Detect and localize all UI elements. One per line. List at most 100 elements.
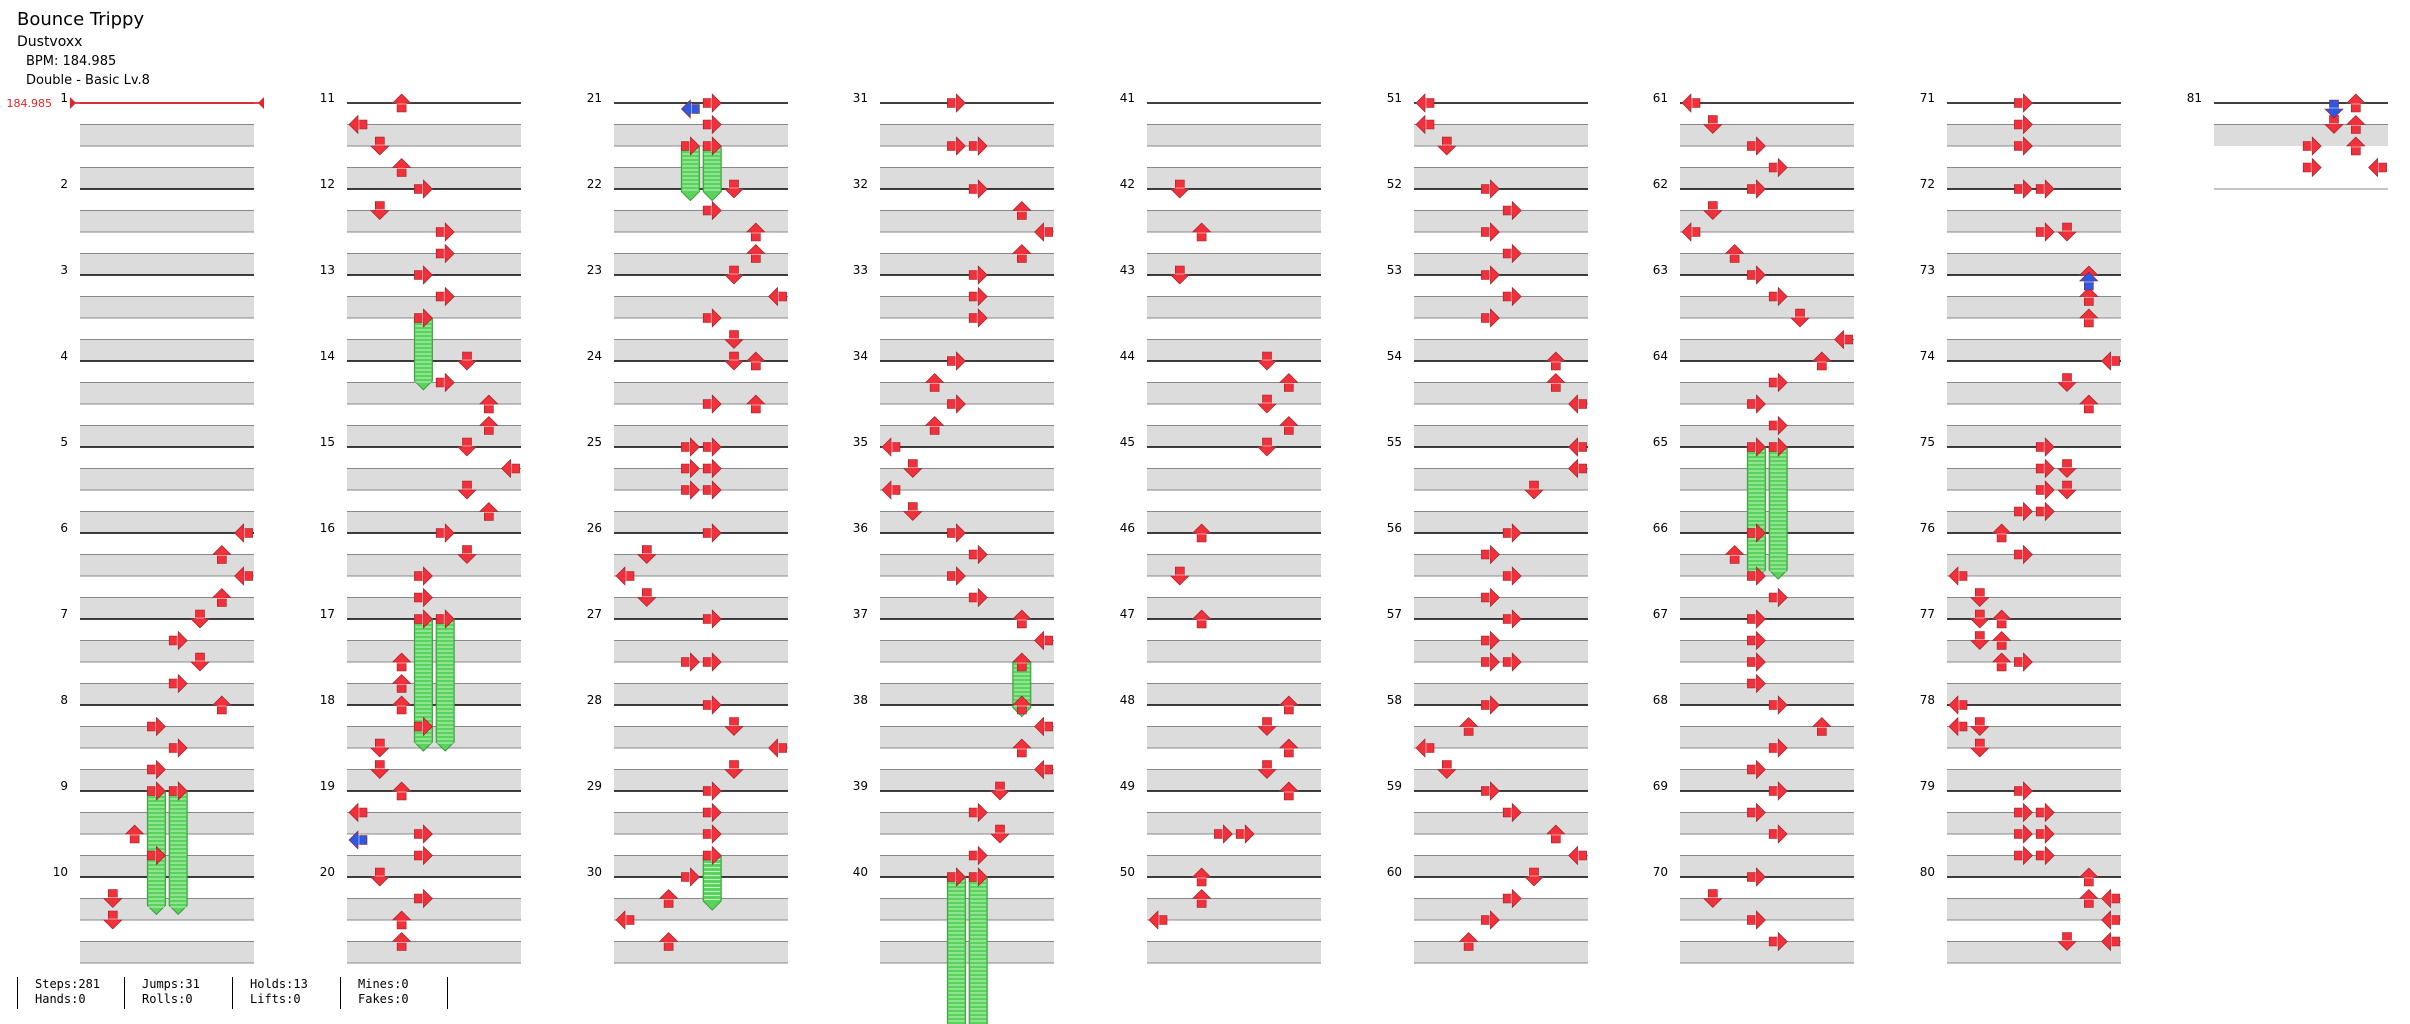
- measure-69: 69: [1653, 779, 1854, 878]
- arrow-shape: [457, 351, 477, 371]
- beat-band: [80, 167, 254, 189]
- arrow-up-icon: [2079, 889, 2099, 908]
- arrow-shape: [1747, 523, 1766, 543]
- arrow-shape: [1481, 652, 1500, 672]
- beat-band: [1680, 812, 1854, 834]
- arrow-shape: [212, 545, 232, 564]
- beat-band: [614, 898, 788, 920]
- beat-band: [1414, 382, 1588, 404]
- holds: [146, 145, 1788, 1024]
- arrow-down-icon: [1703, 201, 1723, 220]
- beat-band: [614, 468, 788, 490]
- measure-60: 60: [1387, 865, 1588, 964]
- arrow-shape: [1502, 243, 1522, 264]
- arrow-shape: [1034, 222, 1053, 242]
- arrow-right-icon: [681, 867, 700, 887]
- arrow-shape: [1768, 286, 1788, 307]
- arrow-shape: [414, 587, 433, 608]
- arrow-shape: [947, 523, 966, 543]
- arrow-shape: [2079, 889, 2099, 908]
- arrow-up-icon: [479, 416, 499, 435]
- beat-band: [347, 511, 521, 533]
- beat-band: [80, 726, 254, 748]
- arrow-shape: [2079, 867, 2099, 887]
- arrow-shape: [457, 480, 477, 500]
- arrow-right-icon: [947, 136, 966, 156]
- arrow-down-icon: [1437, 760, 1457, 779]
- measure-1: 1: [60, 91, 254, 190]
- beat-band: [614, 941, 788, 963]
- beat-band: [347, 597, 521, 619]
- arrow-right-icon: [1747, 136, 1766, 156]
- arrow-down-icon: [1703, 115, 1723, 134]
- arrow-left-icon: [615, 566, 635, 586]
- arrow-down-icon: [190, 609, 210, 629]
- arrow-shape: [2346, 93, 2366, 113]
- arrow-shape: [2079, 271, 2099, 291]
- arrow-shape: [2101, 910, 2120, 930]
- blue-arrow-down-icon: [2324, 99, 2344, 119]
- arrow-shape: [724, 351, 744, 371]
- beat-band: [1414, 898, 1588, 920]
- arrow-shape: [1481, 222, 1500, 242]
- arrow-shape: [1768, 781, 1788, 801]
- beat-band: [1947, 382, 2121, 404]
- beat-band: [1414, 554, 1588, 576]
- arrow-shape: [1170, 265, 1190, 285]
- measure-70: 70: [1653, 865, 1854, 964]
- measure-number: 77: [1920, 607, 1935, 621]
- arrow-up-icon: [746, 394, 766, 414]
- arrow-shape: [1768, 437, 1788, 457]
- arrow-down-icon: [1524, 867, 1544, 887]
- arrow-right-icon: [681, 136, 700, 156]
- measure-number: 20: [320, 865, 335, 879]
- arrow-up-icon: [1191, 609, 1212, 629]
- arrow-right-icon: [1768, 415, 1788, 436]
- arrow-shape: [1768, 587, 1788, 608]
- beat-band: [1414, 468, 1588, 490]
- arrow-shape: [968, 845, 988, 866]
- arrow-right-icon: [1502, 286, 1522, 307]
- arrow-right-icon: [1747, 609, 1766, 629]
- measure-number: 6: [60, 521, 68, 535]
- arrow-right-icon: [968, 867, 988, 887]
- stat-value: Fakes:0: [358, 992, 409, 1006]
- beat-band: [1147, 339, 1321, 361]
- notes: [103, 93, 2387, 952]
- measure-number: 48: [1120, 693, 1135, 707]
- beat-band: [614, 726, 788, 748]
- arrow-right-icon: [1747, 437, 1766, 457]
- measure-40: 40: [853, 865, 1054, 964]
- arrow-up-icon: [1012, 652, 1032, 672]
- arrow-shape: [1681, 93, 1701, 113]
- arrow-right-icon: [2035, 824, 2055, 844]
- arrow-shape: [1568, 394, 1587, 414]
- arrow-shape: [2035, 824, 2055, 844]
- arrow-right-icon: [1768, 587, 1788, 608]
- arrow-shape: [990, 824, 1010, 844]
- measure-number: 51: [1387, 91, 1402, 105]
- difficulty-info: Double - Basic Lv.8: [26, 73, 150, 88]
- measure-number: 28: [587, 693, 602, 707]
- arrow-right-icon: [1481, 695, 1500, 715]
- beat-band: [347, 382, 521, 404]
- beat-band: [614, 769, 788, 791]
- arrow-up-icon: [1191, 867, 1212, 887]
- arrow-right-icon: [1502, 609, 1522, 629]
- arrow-left-icon: [1034, 630, 1053, 651]
- arrow-shape: [702, 781, 722, 801]
- arrow-right-icon: [702, 523, 722, 543]
- arrow-shape: [1948, 716, 1968, 737]
- measure-number: 18: [320, 693, 335, 707]
- measure-number: 52: [1387, 177, 1402, 191]
- arrow-shape: [147, 759, 166, 780]
- measure-71: 71: [1920, 91, 2121, 190]
- arrow-right-icon: [681, 437, 700, 457]
- arrow-right-icon: [1747, 394, 1766, 414]
- beat-band: [1147, 425, 1321, 447]
- beat-band: [1414, 339, 1588, 361]
- measure-number: 34: [853, 349, 868, 363]
- arrow-shape: [1812, 351, 1832, 371]
- arrow-right-icon: [2014, 824, 2033, 844]
